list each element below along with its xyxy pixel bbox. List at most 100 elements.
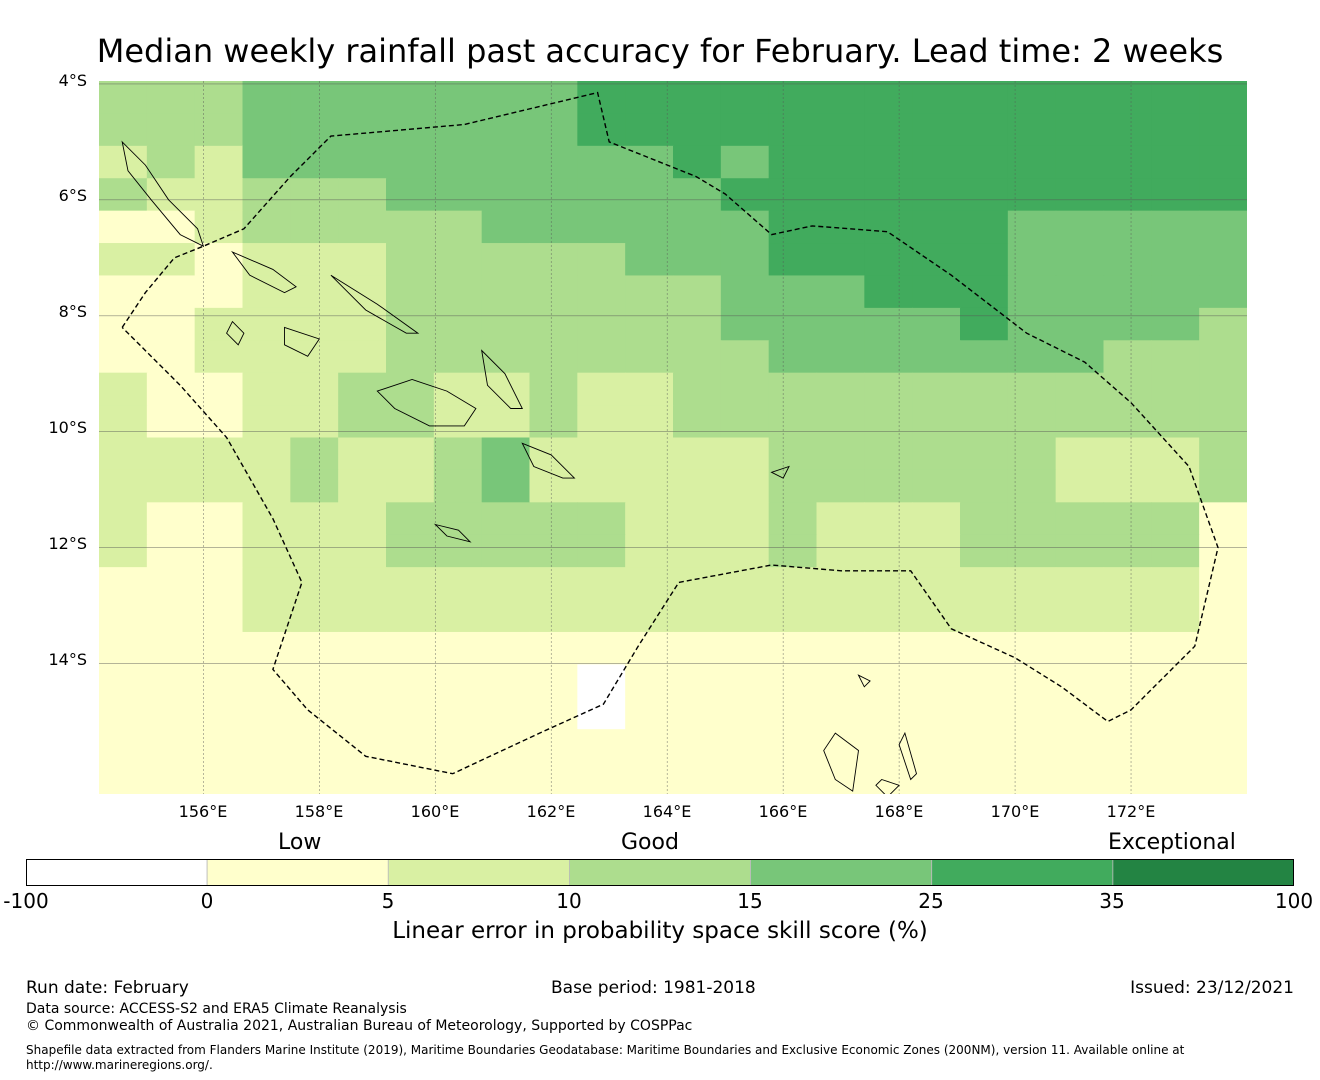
skill-cell — [1007, 372, 1057, 406]
skill-cell — [1103, 275, 1152, 309]
skill-cell — [1199, 437, 1247, 471]
skill-cell — [1007, 664, 1057, 698]
skill-cell — [912, 469, 961, 503]
skill-cell — [194, 437, 244, 471]
skill-cell — [768, 761, 818, 794]
skill-cell — [1007, 534, 1057, 568]
skill-cell — [529, 81, 578, 115]
colorbar-segment — [387, 858, 570, 887]
skill-cell — [816, 405, 865, 439]
skill-cell — [1151, 761, 1200, 794]
skill-cell — [290, 243, 339, 277]
skill-cell — [720, 243, 770, 277]
skill-cell — [99, 631, 148, 665]
skill-cell — [386, 599, 435, 633]
skill-cell — [99, 372, 148, 406]
skill-cell — [1007, 178, 1057, 212]
skill-cell — [1199, 178, 1247, 212]
category-exceptional: Exceptional — [1108, 830, 1236, 855]
skill-cell — [768, 502, 818, 536]
skill-cell — [146, 534, 196, 568]
skill-cell — [864, 567, 913, 601]
skill-cell — [433, 307, 483, 341]
skill-cell — [99, 307, 148, 341]
skill-cell — [768, 340, 818, 374]
skill-cell — [625, 340, 674, 374]
skill-cell — [481, 534, 531, 568]
skill-cell — [433, 599, 483, 633]
skill-cell — [768, 534, 818, 568]
skill-cell — [1151, 210, 1200, 244]
island-outline — [226, 320, 245, 346]
skill-cell — [912, 340, 961, 374]
skill-cell — [1151, 113, 1200, 147]
skill-cell — [1151, 599, 1200, 633]
colorbar-tick-15: 15 — [737, 889, 763, 913]
skill-cell — [194, 599, 244, 633]
skill-cell — [1007, 113, 1057, 147]
skill-cell — [577, 405, 626, 439]
skill-cell — [960, 145, 1009, 179]
skill-cell — [1055, 405, 1105, 439]
skill-cell — [338, 664, 387, 698]
skill-cell — [146, 307, 196, 341]
skill-cell — [864, 729, 913, 763]
skill-cell — [1103, 469, 1152, 503]
skill-cell — [912, 696, 961, 730]
skill-cell — [577, 599, 626, 633]
skill-cell — [673, 405, 722, 439]
lat-label-10s: 10°S — [48, 418, 87, 437]
skill-cell — [1151, 437, 1200, 471]
skill-cell — [99, 81, 148, 115]
skill-cell — [290, 178, 339, 212]
skill-cell — [864, 437, 913, 471]
skill-cell — [481, 145, 531, 179]
shapefile-credit-line1: Shapefile data extracted from Flanders M… — [26, 1043, 1185, 1057]
coastlines — [121, 140, 918, 794]
skill-cell — [960, 178, 1009, 212]
skill-cell — [912, 178, 961, 212]
skill-cell — [1007, 502, 1057, 536]
skill-cell — [673, 567, 722, 601]
skill-cell — [1055, 502, 1105, 536]
skill-cell — [99, 599, 148, 633]
skill-cell — [1103, 113, 1152, 147]
skill-cell — [912, 599, 961, 633]
skill-cell — [99, 437, 148, 471]
skill-cell — [481, 178, 531, 212]
skill-cell — [194, 372, 244, 406]
skill-cell — [768, 729, 818, 763]
skill-map — [99, 81, 1247, 794]
island-outline — [521, 442, 576, 479]
skill-cell — [768, 307, 818, 341]
skill-cell — [625, 145, 674, 179]
skill-cell — [194, 307, 244, 341]
skill-cell — [99, 113, 148, 147]
skill-cell — [864, 113, 913, 147]
skill-cell — [912, 145, 961, 179]
skill-cell — [1103, 81, 1152, 115]
skill-cell — [242, 113, 291, 147]
skill-cell — [864, 405, 913, 439]
skill-cell — [960, 502, 1009, 536]
island-outline — [481, 349, 524, 409]
skill-cell — [242, 178, 291, 212]
skill-cell — [720, 696, 770, 730]
skill-cell — [577, 178, 626, 212]
skill-cell — [529, 502, 578, 536]
skill-cell — [720, 761, 770, 794]
skill-cell — [1151, 275, 1200, 309]
skill-cell — [673, 502, 722, 536]
skill-cell — [481, 469, 531, 503]
skill-cell — [290, 145, 339, 179]
skill-cell — [1103, 696, 1152, 730]
skill-cell — [386, 534, 435, 568]
colorbar-border — [26, 859, 1294, 886]
skill-cell — [768, 372, 818, 406]
skill-cell — [673, 340, 722, 374]
skill-cell — [386, 275, 435, 309]
skill-cell — [816, 340, 865, 374]
map-gridlines — [99, 81, 1247, 794]
skill-cell — [290, 113, 339, 147]
skill-cell — [242, 696, 291, 730]
